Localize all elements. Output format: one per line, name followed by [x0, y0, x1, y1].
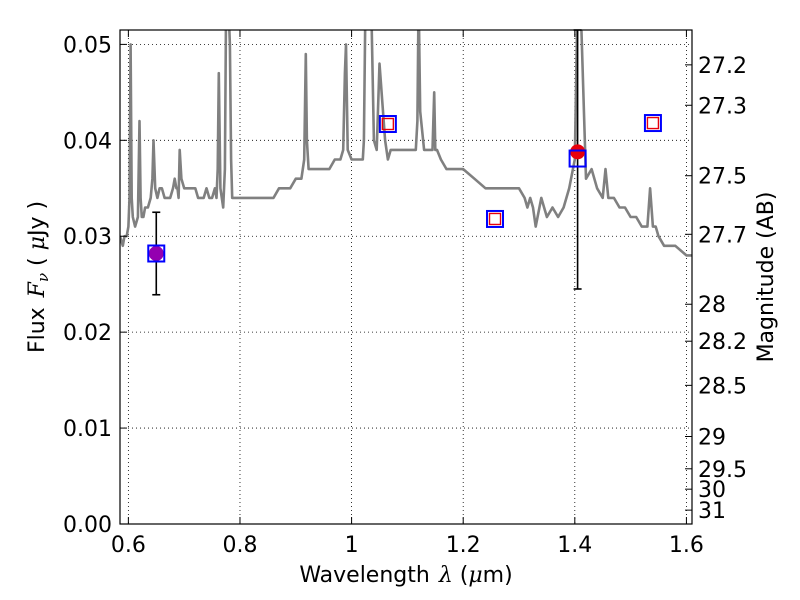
y-tick-label: 0.05: [63, 33, 112, 58]
y-tick-label: 0.03: [63, 225, 112, 250]
plot-frame: [119, 29, 693, 525]
model-band-flux-square: [147, 244, 166, 263]
band-flux-square-inner: [381, 117, 395, 131]
y-label-prefix: Flux: [25, 307, 50, 353]
x-tick-label: 0.6: [111, 533, 146, 558]
grid: [120, 30, 692, 525]
band-flux-square-inner: [646, 116, 660, 130]
mag-tick-label: 31: [698, 499, 726, 524]
y-label-units-symbol: μ: [25, 236, 50, 250]
y-label-subscript: ν: [34, 273, 52, 282]
tick-labels: 0.6 0.8 1 1.2 1.4 1.6 0.00 0.01 0.02 0.03 0.04 0.05…: [63, 33, 747, 558]
y-tick-label: 0.01: [63, 417, 112, 442]
x-tick-label: 1.4: [557, 533, 592, 558]
x-tick-label: 1.6: [669, 533, 704, 558]
mag-tick-label: 27.7: [698, 223, 747, 248]
model-band-flux-square: [378, 115, 397, 134]
mag-tick-label: 27.5: [698, 165, 747, 190]
x-axis-label: Wavelength λ (μm): [299, 563, 512, 588]
model-band-flux-square: [486, 209, 505, 228]
y-label-units-open: (: [25, 250, 50, 273]
x-tick-label: 1: [345, 533, 359, 558]
x-tick-label: 0.8: [222, 533, 257, 558]
ticks: [120, 30, 692, 525]
band-flux-square-inner: [488, 212, 502, 226]
y-axis-label: Flux Fν ( μJy ): [25, 201, 52, 353]
mag-tick-label: 28.2: [698, 330, 747, 355]
mag-tick-label: 27.2: [698, 54, 747, 79]
model-band-flux-square: [568, 149, 587, 168]
x-label-units-symbol: μ: [468, 563, 482, 588]
observed-flux-point: [148, 245, 164, 261]
x-tick-label: 1.2: [446, 533, 481, 558]
x-label-units-close: m): [483, 563, 513, 588]
mag-tick-label: 28.5: [698, 374, 747, 399]
x-label-symbol: λ: [438, 563, 453, 588]
markers: [147, 114, 662, 263]
mag-tick-label: 29.5: [698, 458, 747, 483]
mag-tick-label: 29: [698, 426, 726, 451]
mag-tick-label: 28: [698, 293, 726, 318]
plot-area: [120, 30, 692, 257]
y-tick-label: 0.02: [63, 321, 112, 346]
x-label-prefix: Wavelength: [299, 563, 430, 588]
y-tick-label: 0.00: [63, 513, 112, 538]
y-tick-label: 0.04: [63, 129, 112, 154]
y2-axis-label: Magnitude (AB): [754, 192, 779, 363]
x-label-units-open: (: [453, 563, 469, 588]
y-label-units-close: Jy ): [25, 201, 50, 238]
y-label-symbol: F: [25, 281, 50, 298]
model-band-flux-square: [643, 114, 662, 133]
model-spectrum-line: [120, 30, 692, 257]
mag-tick-label: 27.3: [698, 94, 747, 119]
mag-tick-label: 30: [698, 478, 726, 503]
observed-flux-point: [570, 144, 586, 160]
